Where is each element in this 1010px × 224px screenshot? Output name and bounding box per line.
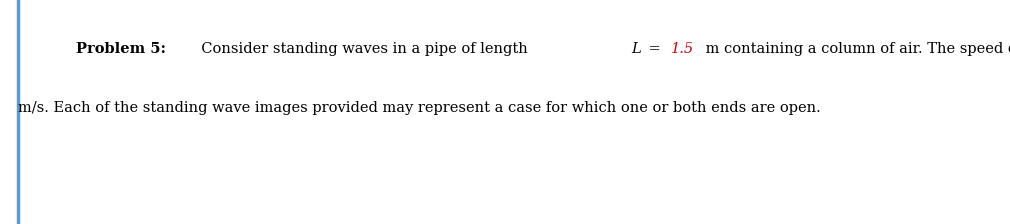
Text: =: = [643,42,665,56]
Text: m containing a column of air. The speed of sound in the columns is: m containing a column of air. The speed … [701,42,1010,56]
Text: 1.5: 1.5 [672,42,694,56]
Text: m/s. Each of the standing wave images provided may represent a case for which on: m/s. Each of the standing wave images pr… [18,101,821,114]
Text: L: L [631,42,640,56]
Text: Consider standing waves in a pipe of length: Consider standing waves in a pipe of len… [192,42,532,56]
Text: Problem 5:: Problem 5: [76,42,166,56]
